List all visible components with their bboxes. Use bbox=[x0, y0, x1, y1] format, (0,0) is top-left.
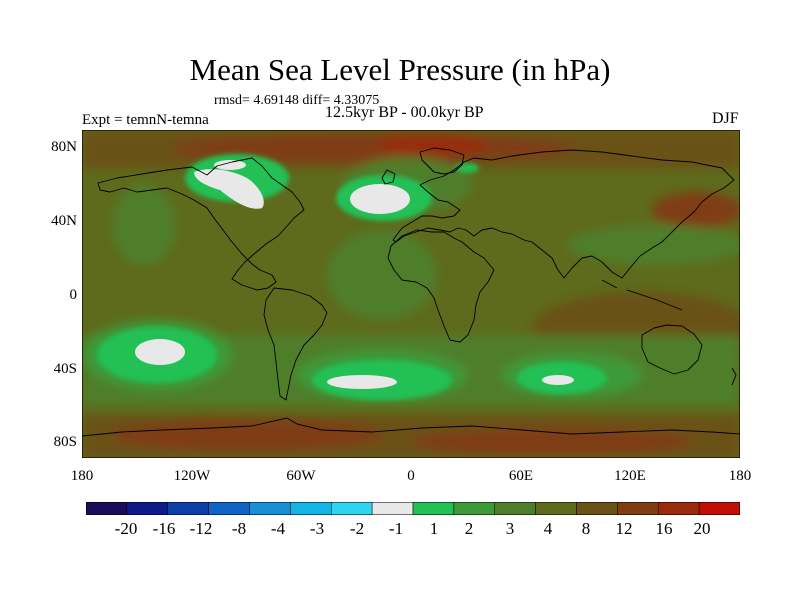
rmsd-diff-stats: rmsd= 4.69148 diff= 4.33075 bbox=[214, 93, 380, 108]
colorbar-cell bbox=[658, 502, 700, 515]
colorbar-cell bbox=[617, 502, 659, 515]
field-zero-core bbox=[542, 375, 574, 385]
lat-tick-label: 40S bbox=[53, 361, 77, 377]
field-atlantic-low bbox=[327, 230, 437, 320]
field-arctic-high-core bbox=[377, 136, 487, 154]
colorbar-label: 20 bbox=[693, 519, 711, 538]
colorbar-cell bbox=[167, 502, 209, 515]
colorbar-label: 12 bbox=[615, 519, 633, 538]
colorbar-label: -2 bbox=[349, 519, 365, 538]
lat-tick-label: 40N bbox=[51, 213, 77, 229]
colorbar-cell bbox=[576, 502, 618, 515]
field-zero-core bbox=[214, 160, 246, 170]
colorbar-cell bbox=[86, 502, 128, 515]
colorbar-cell bbox=[494, 502, 536, 515]
coastlines bbox=[82, 147, 740, 437]
colorbar-label: -4 bbox=[270, 519, 286, 538]
colorbar-label: 4 bbox=[543, 519, 553, 538]
north-america-coast bbox=[97, 157, 305, 291]
colorbar-cell bbox=[208, 502, 250, 515]
colorbar-label: 8 bbox=[581, 519, 591, 538]
chart-title: Mean Sea Level Pressure (in hPa) bbox=[189, 52, 611, 87]
field-zero-core bbox=[135, 339, 185, 365]
indonesia-coast bbox=[601, 279, 683, 311]
lon-tick-label: 180 bbox=[70, 468, 94, 484]
field-zero-core bbox=[194, 169, 264, 209]
field-zero-core bbox=[327, 375, 397, 389]
colorbar-cell bbox=[535, 502, 577, 515]
lon-tick-label: 60E bbox=[508, 468, 534, 484]
australia-coast bbox=[641, 324, 703, 375]
colorbar-label: -8 bbox=[231, 519, 247, 538]
period-label: 12.5kyr BP - 00.0kyr BP bbox=[325, 104, 484, 121]
lon-tick-label: 120W bbox=[173, 468, 211, 484]
lat-tick-label: 0 bbox=[69, 287, 78, 303]
antarctica-coast bbox=[82, 417, 740, 437]
eurasia-coast bbox=[392, 149, 735, 279]
lat-tick-label: 80N bbox=[51, 139, 77, 155]
colorbar-label: -3 bbox=[309, 519, 325, 538]
greenland-coast bbox=[419, 147, 465, 175]
field-antarctic-high bbox=[112, 419, 382, 451]
lon-tick-label: 0 bbox=[407, 468, 415, 484]
season-label: DJF bbox=[712, 110, 739, 127]
south-america-coast bbox=[263, 287, 328, 401]
lon-tick-label: 60W bbox=[286, 468, 316, 484]
lon-tick-label: 120E bbox=[614, 468, 646, 484]
field-antarctic-high bbox=[412, 428, 692, 456]
colorbar-label: 1 bbox=[429, 519, 439, 538]
lon-tick-label: 180 bbox=[728, 468, 752, 484]
colorbar-cell bbox=[371, 502, 414, 515]
colorbar-cell bbox=[698, 502, 740, 515]
colorbar-label: 2 bbox=[464, 519, 474, 538]
africa-coast bbox=[387, 229, 495, 343]
field-zero-core bbox=[350, 184, 410, 214]
colorbar bbox=[86, 502, 740, 515]
experiment-label: Expt = temnN-temna bbox=[82, 112, 209, 128]
colorbar-label: -12 bbox=[189, 519, 213, 538]
field-pacific-low bbox=[567, 225, 740, 265]
islands-coast bbox=[381, 169, 737, 386]
colorbar-label: -16 bbox=[152, 519, 176, 538]
colorbar-cell bbox=[290, 502, 332, 515]
colorbar-label: -1 bbox=[388, 519, 404, 538]
colorbar-cell bbox=[249, 502, 291, 515]
colorbar-cell bbox=[126, 502, 168, 515]
field-npacific-low bbox=[112, 185, 176, 265]
colorbar-cell bbox=[412, 502, 455, 515]
colorbar-cell bbox=[331, 502, 373, 515]
colorbar-label: -20 bbox=[114, 519, 138, 538]
pressure-difference-map bbox=[82, 130, 740, 458]
colorbar-label: 3 bbox=[505, 519, 515, 538]
lat-tick-label: 80S bbox=[53, 434, 77, 450]
colorbar-label: 16 bbox=[655, 519, 673, 538]
colorbar-cell bbox=[453, 502, 495, 515]
